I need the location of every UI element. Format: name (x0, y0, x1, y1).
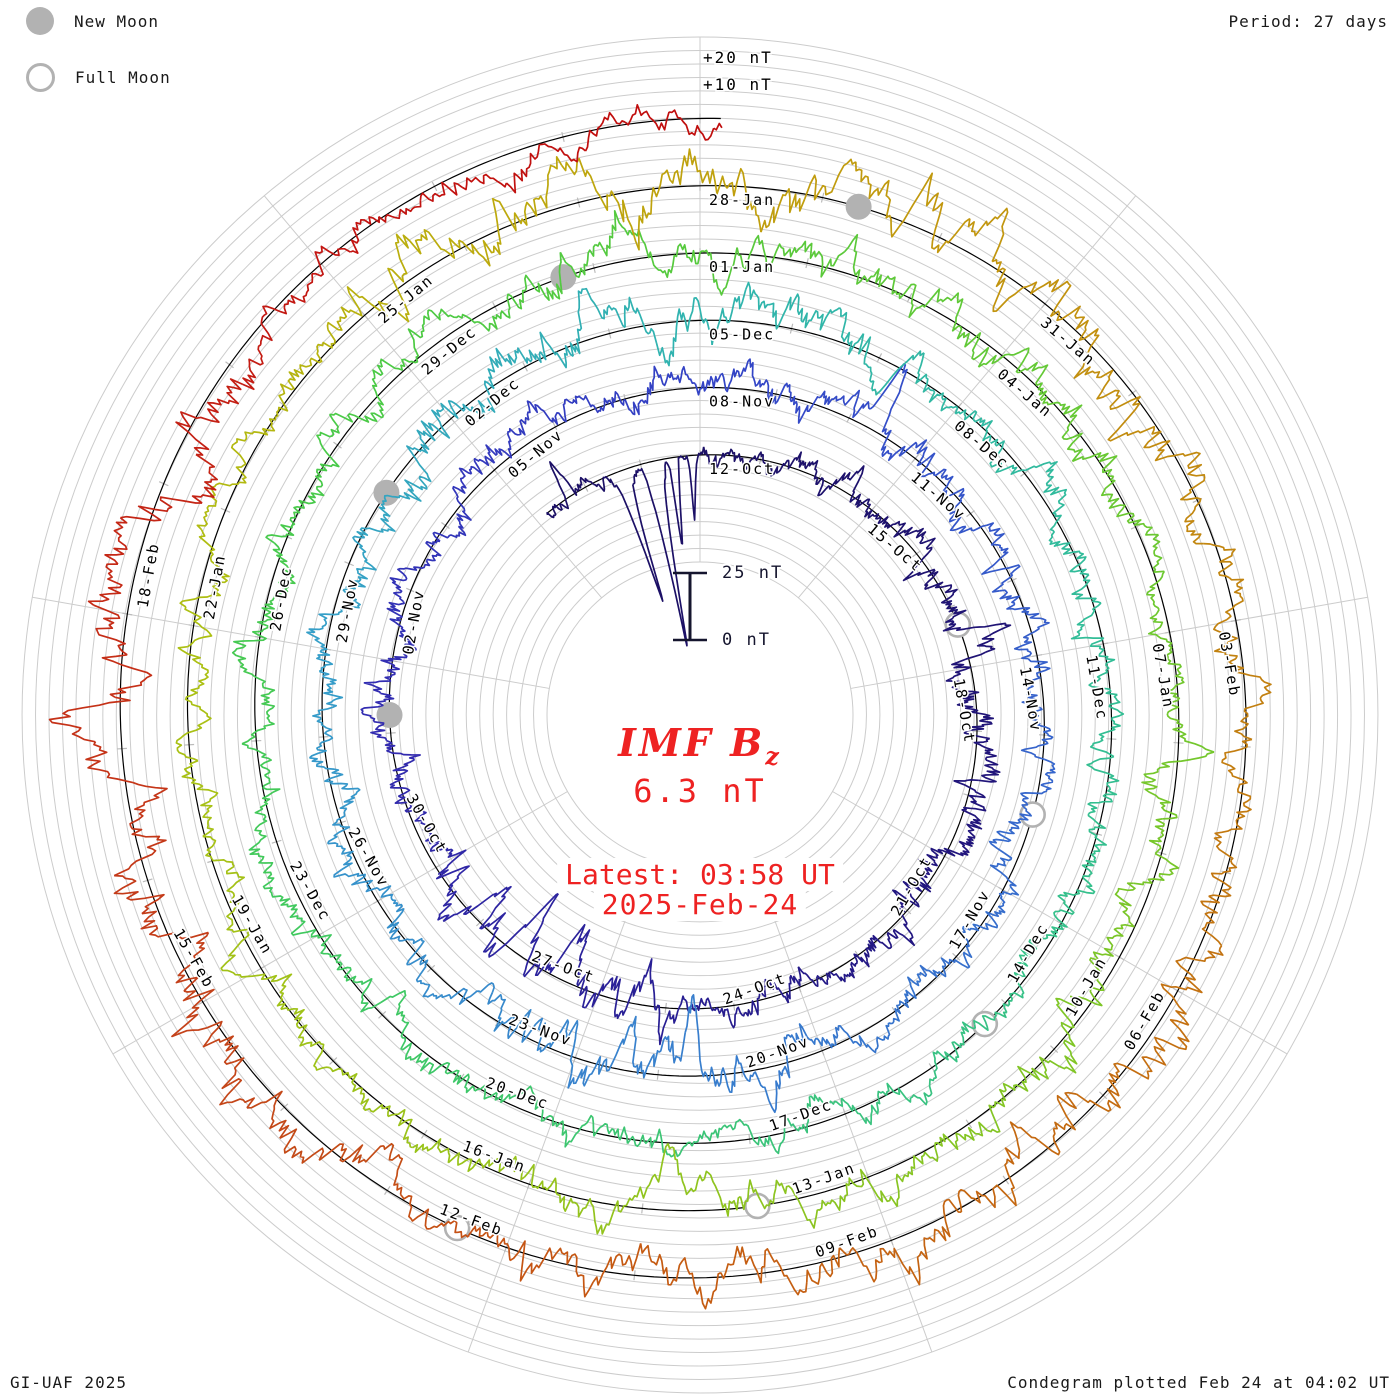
ring-date-label: 24-Oct (721, 969, 789, 1009)
ring-date-label: 08-Nov (709, 393, 775, 411)
legend-new-moon: New Moon (26, 6, 171, 36)
amplitude-scale-bar: 25 nT 0 nT (673, 561, 783, 652)
end-axis-label: +20 nT (703, 48, 773, 67)
current-value: 6.3 nT (625, 772, 775, 810)
new-moon-label: New Moon (74, 11, 160, 31)
full-moon-icon (26, 62, 55, 92)
ring-date-label: 02-Nov (399, 588, 428, 656)
credit-label: GI-UAF 2025 (10, 1373, 127, 1392)
ring-date-label: 01-Jan (709, 258, 775, 276)
end-axis-label: +10 nT (703, 75, 773, 94)
latest-time-label: Latest: 03:58 UT (557, 858, 843, 891)
new-moon-marker (373, 479, 400, 506)
day-ticks (116, 113, 1251, 1281)
baseline-spiral (119, 117, 1247, 1279)
bz-data-trace (48, 103, 1272, 1310)
ring-date-label: 12-Oct (709, 460, 775, 478)
ring-date-label: 04-Jan (994, 365, 1056, 421)
ring-date-label: 28-Jan (709, 191, 775, 209)
moon-legend: New Moon Full Moon (26, 6, 171, 118)
ring-date-label: 18-Feb (134, 541, 163, 609)
legend-full-moon: Full Moon (26, 62, 171, 92)
ring-date-label: 30-Oct (403, 791, 452, 857)
plotted-time-label: Condegram plotted Feb 24 at 04:02 UT (1007, 1373, 1390, 1392)
plot-title: IMF Bz (610, 720, 790, 771)
new-moon-marker (376, 702, 403, 728)
trace-end-axis-labels: +20 nT +10 nT (702, 47, 773, 96)
scale-bar-max-label: 25 nT (722, 563, 783, 583)
new-moon-icon (26, 7, 54, 35)
full-moon-marker (443, 1214, 471, 1242)
latest-date-label: 2025-Feb-24 (593, 888, 807, 921)
period-label: Period: 27 days (1228, 12, 1388, 31)
new-moon-marker (845, 193, 872, 220)
ring-date-label: 31-Jan (1037, 313, 1099, 369)
ring-date-label: 17-Nov (945, 886, 994, 952)
ring-date-label: 05-Dec (709, 325, 775, 343)
scale-bar-zero-label: 0 nT (722, 630, 771, 650)
plot-title-subscript: z (765, 741, 782, 771)
polar-grid (21, 36, 1379, 1394)
ring-date-label: 29-Nov (333, 576, 362, 644)
ring-date-label: 22-Jan (200, 553, 229, 621)
full-moon-label: Full Moon (75, 67, 171, 87)
ring-date-label: 26-Dec (266, 564, 295, 632)
plot-title-text: IMF B (618, 720, 766, 765)
